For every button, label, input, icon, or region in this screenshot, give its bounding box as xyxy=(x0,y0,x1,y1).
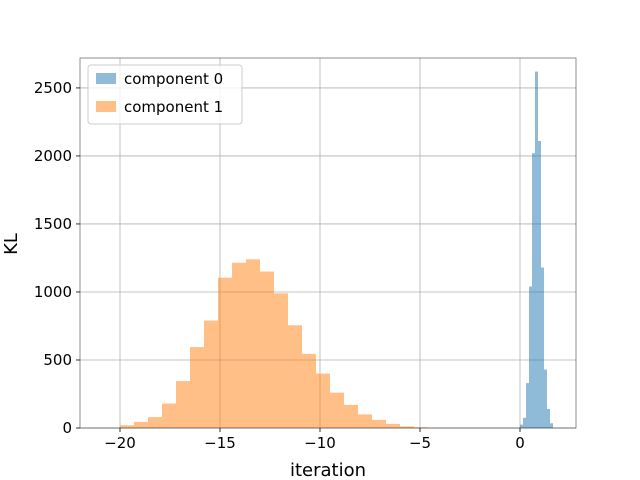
legend-label-component-0: component 0 xyxy=(124,70,223,88)
histogram-bar-component-1 xyxy=(260,271,274,428)
histogram-bar-component-1 xyxy=(330,392,344,428)
legend-box xyxy=(87,64,243,125)
histogram-bar-component-0 xyxy=(526,383,529,428)
histogram-bar-component-1 xyxy=(190,347,204,428)
histogram-bar-component-0 xyxy=(538,140,541,428)
legend-label-component-1: component 1 xyxy=(124,98,223,116)
histogram-bar-component-0 xyxy=(535,71,538,429)
histogram-bar-component-1 xyxy=(302,353,316,428)
y-tick-label: 2500 xyxy=(34,79,72,97)
histogram-bar-component-1 xyxy=(246,259,260,428)
y-tick-label: 1000 xyxy=(34,283,72,301)
histogram-bar-component-1 xyxy=(372,419,386,428)
histogram-bar-component-0 xyxy=(529,286,532,428)
plot-frame xyxy=(79,57,577,429)
legend-swatch-component-1 xyxy=(96,101,116,112)
histogram-bar-component-1 xyxy=(120,425,134,428)
histogram-bar-component-1 xyxy=(204,320,218,428)
y-axis-label: KL xyxy=(1,233,22,255)
histogram-bar-component-0 xyxy=(532,153,535,428)
histogram-bar-component-1 xyxy=(344,404,358,428)
y-tick-label: 1500 xyxy=(34,215,72,233)
histogram-bar-component-1 xyxy=(288,325,302,428)
histogram-bars xyxy=(120,71,553,429)
y-tick-label: 500 xyxy=(43,351,72,369)
y-tick-label: 0 xyxy=(62,419,72,437)
x-axis-label: iteration xyxy=(290,460,366,480)
histogram-bar-component-0 xyxy=(520,424,523,428)
histogram-bar-component-1 xyxy=(316,373,330,428)
histogram-bar-component-1 xyxy=(162,403,176,428)
histogram-bar-component-1 xyxy=(218,277,232,428)
x-tick-label: 0 xyxy=(515,434,525,452)
histogram-bar-component-1 xyxy=(274,293,288,428)
x-tick-label: −20 xyxy=(104,434,136,452)
histogram-bar-component-0 xyxy=(550,423,553,428)
x-tick-label: −15 xyxy=(204,434,236,452)
x-tick-label: −10 xyxy=(304,434,336,452)
histogram-bar-component-1 xyxy=(134,421,148,428)
histogram-bar-component-1 xyxy=(400,426,414,428)
legend: component 0 component 1 xyxy=(87,64,243,125)
histogram-bar-component-0 xyxy=(541,267,544,428)
histogram-bar-component-1 xyxy=(176,381,190,428)
histogram-bar-component-1 xyxy=(232,262,246,428)
x-axis-ticks: −20 −15 −10 −5 0 xyxy=(104,428,525,452)
y-tick-label: 2000 xyxy=(34,147,72,165)
histogram-bar-component-1 xyxy=(148,417,162,428)
histogram-bar-component-0 xyxy=(544,369,547,428)
x-tick-label: −5 xyxy=(409,434,431,452)
histogram-bar-component-1 xyxy=(386,423,400,428)
histogram-bar-component-0 xyxy=(547,408,550,428)
histogram-bar-component-0 xyxy=(523,417,526,428)
y-axis-ticks: 0 500 1000 1500 2000 2500 xyxy=(34,79,80,437)
histogram-bar-component-1 xyxy=(358,414,372,428)
legend-swatch-component-0 xyxy=(96,73,116,84)
